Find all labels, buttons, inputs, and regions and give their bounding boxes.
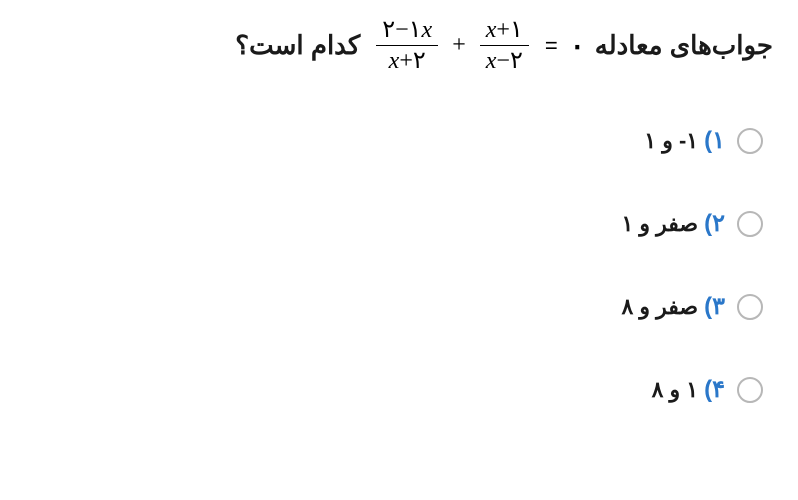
radio-icon[interactable] <box>737 211 763 237</box>
frac2-den-b: ٢ <box>510 47 523 74</box>
options-list: ١) ١- و ١ ٢) صفر و ١ ٣) صفر و ٨ ۴) ١ و ٨ <box>25 126 773 404</box>
frac2-den-op: − <box>496 48 510 74</box>
fraction-2: x+١ x−٢ <box>480 15 529 76</box>
frac2-num-b: ١ <box>510 16 523 43</box>
question-prefix: جواب‌های معادله <box>595 30 773 61</box>
option-text: ١ و ٨ <box>652 377 699 403</box>
option-3[interactable]: ٣) صفر و ٨ <box>25 292 763 321</box>
frac2-num-x: x <box>486 17 497 43</box>
option-number: ١) <box>704 126 725 155</box>
option-1[interactable]: ١) ١- و ١ <box>25 126 763 155</box>
option-text: صفر و ١ <box>621 211 698 237</box>
question-row: جواب‌های معادله ۰ = ١−٢x x+٢ + x+١ x−٢ ک… <box>25 15 773 76</box>
option-number: ۴) <box>704 375 725 404</box>
option-text: صفر و ٨ <box>621 294 698 320</box>
frac1-num-op: − <box>395 17 409 43</box>
equation-rhs: ۰ <box>570 29 585 62</box>
frac1-den-op: + <box>399 48 413 74</box>
frac1-num-b: ٢ <box>382 16 395 43</box>
fraction-1: ١−٢x x+٢ <box>376 15 438 76</box>
frac1-num-a: ١ <box>409 16 422 43</box>
option-text: ١- و ١ <box>644 128 698 154</box>
question-suffix: کدام است؟ <box>235 30 360 61</box>
equals-sign: = <box>545 33 560 59</box>
radio-icon[interactable] <box>737 377 763 403</box>
plus-sign: + <box>452 32 466 59</box>
option-number: ٢) <box>704 209 725 238</box>
option-number: ٣) <box>704 292 725 321</box>
frac1-den-x: x <box>389 48 400 74</box>
equation: ١−٢x x+٢ + x+١ x−٢ <box>376 15 529 76</box>
frac1-den-b: ٢ <box>413 47 426 74</box>
frac1-num-x: x <box>422 17 433 43</box>
option-4[interactable]: ۴) ١ و ٨ <box>25 375 763 404</box>
radio-icon[interactable] <box>737 294 763 320</box>
option-2[interactable]: ٢) صفر و ١ <box>25 209 763 238</box>
radio-icon[interactable] <box>737 128 763 154</box>
frac2-num-op: + <box>496 17 510 43</box>
frac2-den-x: x <box>486 48 497 74</box>
